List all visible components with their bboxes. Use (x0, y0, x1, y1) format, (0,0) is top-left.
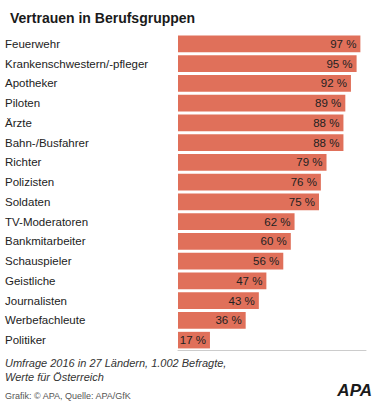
svg-text:Bahn-/Busfahrer: Bahn-/Busfahrer (5, 137, 89, 149)
svg-text:Ärzte: Ärzte (5, 117, 32, 129)
svg-text:76 %: 76 % (291, 176, 317, 188)
svg-text:Journalisten: Journalisten (5, 295, 67, 307)
svg-text:Umfrage 2016 in 27 Ländern, 1.: Umfrage 2016 in 27 Ländern, 1.002 Befrag… (5, 357, 226, 369)
svg-text:36 %: 36 % (215, 314, 241, 326)
svg-text:75 %: 75 % (289, 196, 315, 208)
svg-text:Polizisten: Polizisten (5, 176, 54, 188)
svg-text:Geistliche: Geistliche (5, 275, 56, 287)
svg-text:Grafik: © APA, Quelle: APA/GfK: Grafik: © APA, Quelle: APA/GfK (5, 391, 131, 401)
svg-text:APA: APA (336, 381, 372, 400)
svg-text:89 %: 89 % (315, 97, 341, 109)
svg-text:62 %: 62 % (264, 216, 290, 228)
svg-text:43 %: 43 % (229, 295, 255, 307)
svg-text:Feuerwehr: Feuerwehr (5, 38, 60, 50)
svg-text:Krankenschwestern/-pfleger: Krankenschwestern/-pfleger (5, 58, 148, 70)
svg-text:97 %: 97 % (330, 38, 356, 50)
svg-text:Vertrauen in Berufsgruppen: Vertrauen in Berufsgruppen (10, 10, 195, 26)
svg-text:Werbefachleute: Werbefachleute (5, 314, 85, 326)
svg-text:88 %: 88 % (313, 117, 339, 129)
svg-text:95 %: 95 % (326, 58, 352, 70)
svg-text:TV-Moderatoren: TV-Moderatoren (5, 216, 88, 228)
svg-text:88 %: 88 % (313, 137, 339, 149)
svg-text:Piloten: Piloten (5, 97, 40, 109)
svg-text:Schauspieler: Schauspieler (5, 255, 72, 267)
svg-text:56 %: 56 % (253, 255, 279, 267)
svg-text:17 %: 17 % (180, 334, 206, 346)
svg-text:Apotheker: Apotheker (5, 77, 58, 89)
svg-text:Bankmitarbeiter: Bankmitarbeiter (5, 235, 86, 247)
svg-text:Werte für Österreich: Werte für Österreich (5, 371, 104, 383)
svg-text:Soldaten: Soldaten (5, 196, 50, 208)
svg-text:92 %: 92 % (321, 77, 347, 89)
svg-text:60 %: 60 % (261, 235, 287, 247)
svg-text:Richter: Richter (5, 156, 42, 168)
svg-text:47 %: 47 % (236, 275, 262, 287)
svg-text:79 %: 79 % (296, 156, 322, 168)
svg-text:Politiker: Politiker (5, 334, 46, 346)
